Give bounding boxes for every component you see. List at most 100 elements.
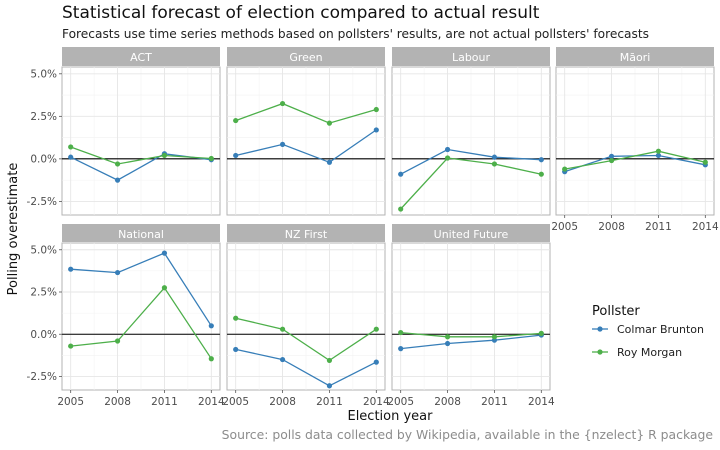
x-tick-label: 2008 — [434, 396, 461, 408]
panel-label-green: Green — [289, 51, 322, 64]
data-point-nz-first-colmar-brunton — [326, 383, 333, 389]
series-line-nz-first-roy-morgan — [235, 317, 377, 362]
panel-strip-labour — [392, 47, 550, 66]
y-axis-title: Polling overestimate — [6, 163, 21, 296]
x-tick-label: 2014 — [528, 396, 555, 408]
data-point-united-future-roy-morgan — [444, 334, 451, 340]
data-point-green-roy-morgan — [279, 100, 286, 107]
data-point-act-roy-morgan — [161, 152, 168, 159]
x-tick-label: 2014 — [198, 396, 225, 408]
data-point-nz-first-colmar-brunton — [279, 356, 286, 363]
series-line-united-future-colmar-brunton — [400, 334, 542, 350]
x-tick-label: 2005 — [222, 396, 249, 408]
data-point-act-colmar-brunton — [68, 154, 74, 160]
x-tick-label: 2011 — [481, 396, 508, 408]
x-tick-label: 2011 — [316, 396, 343, 408]
x-tick-label: 2005 — [551, 221, 578, 233]
y-tick-label: 5.0% — [30, 68, 57, 80]
data-point-nz-first-roy-morgan — [233, 315, 239, 321]
data-point-act-roy-morgan — [208, 155, 214, 162]
legend-key-point — [597, 349, 603, 355]
y-tick-label: -2.5% — [27, 371, 57, 383]
series-line-labour-colmar-brunton — [400, 148, 542, 175]
data-point-national-roy-morgan — [208, 356, 214, 362]
data-point-m-ori-roy-morgan — [655, 148, 662, 154]
data-point-labour-colmar-brunton — [398, 171, 404, 177]
y-tick-label: 2.5% — [30, 287, 57, 299]
data-point-national-colmar-brunton — [208, 323, 214, 329]
legend-entry-roy-morgan: Roy Morgan — [617, 346, 682, 359]
legend-title: Pollster — [592, 304, 640, 319]
data-point-labour-roy-morgan — [398, 206, 404, 212]
data-point-labour-colmar-brunton — [538, 157, 544, 163]
data-point-m-ori-roy-morgan — [702, 159, 708, 165]
data-point-labour-roy-morgan — [444, 155, 451, 161]
panel-strip-green — [227, 47, 385, 66]
series-line-green-colmar-brunton — [235, 129, 377, 164]
chart-title: Statistical forecast of election compare… — [62, 3, 540, 23]
x-tick-label: 2008 — [104, 396, 131, 408]
data-point-green-colmar-brunton — [326, 159, 333, 165]
y-tick-label: 0.0% — [30, 153, 57, 165]
panel-label-national: National — [118, 228, 164, 241]
data-point-national-roy-morgan — [68, 343, 74, 349]
data-point-nz-first-roy-morgan — [326, 357, 333, 364]
y-tick-label: 2.5% — [30, 111, 57, 123]
data-point-united-future-colmar-brunton — [444, 340, 451, 347]
series-line-act-roy-morgan — [70, 146, 212, 165]
panel-label-m-ori: Māori — [620, 51, 651, 64]
panel-strip-national — [62, 224, 220, 242]
data-point-labour-colmar-brunton — [444, 146, 451, 153]
data-point-national-colmar-brunton — [114, 269, 121, 276]
data-point-act-roy-morgan — [68, 144, 74, 150]
data-point-labour-roy-morgan — [538, 171, 544, 177]
chart-caption: Source: polls data collected by Wikipedi… — [221, 427, 713, 442]
series-line-national-roy-morgan — [70, 286, 212, 360]
x-tick-label: 2008 — [269, 396, 296, 408]
x-tick-label: 2014 — [363, 396, 390, 408]
data-point-nz-first-roy-morgan — [373, 326, 379, 332]
data-point-act-colmar-brunton — [114, 177, 121, 183]
series-line-national-colmar-brunton — [70, 252, 212, 327]
x-axis-title: Election year — [347, 409, 433, 424]
data-point-national-roy-morgan — [114, 338, 121, 344]
data-point-nz-first-roy-morgan — [279, 326, 286, 332]
series-line-labour-roy-morgan — [400, 157, 542, 210]
data-point-labour-colmar-brunton — [491, 154, 498, 160]
series-line-m-ori-roy-morgan — [564, 150, 706, 170]
x-tick-label: 2014 — [692, 221, 719, 233]
data-point-act-roy-morgan — [114, 161, 121, 167]
data-point-m-ori-roy-morgan — [608, 157, 615, 164]
data-point-green-roy-morgan — [233, 117, 239, 124]
y-tick-label: -2.5% — [27, 196, 57, 208]
data-point-nz-first-colmar-brunton — [373, 359, 379, 365]
data-point-green-colmar-brunton — [373, 127, 379, 133]
series-line-green-roy-morgan — [235, 102, 377, 124]
panel-strip-act — [62, 47, 220, 66]
data-point-national-colmar-brunton — [161, 250, 168, 256]
panel-label-nz-first: NZ First — [285, 228, 328, 241]
data-point-national-roy-morgan — [161, 285, 168, 291]
data-point-green-roy-morgan — [373, 106, 379, 113]
data-point-green-colmar-brunton — [233, 152, 239, 159]
y-tick-label: 5.0% — [30, 244, 57, 256]
series-line-united-future-roy-morgan — [400, 331, 542, 338]
panel-strip-nz-first — [227, 224, 385, 242]
data-point-m-ori-colmar-brunton — [655, 152, 662, 159]
data-point-green-roy-morgan — [326, 120, 333, 126]
data-point-united-future-colmar-brunton — [398, 346, 404, 352]
panel-label-labour: Labour — [452, 51, 491, 64]
series-line-nz-first-colmar-brunton — [235, 348, 377, 387]
data-point-united-future-roy-morgan — [398, 329, 404, 336]
data-point-national-colmar-brunton — [68, 266, 74, 272]
data-point-nz-first-colmar-brunton — [233, 346, 239, 353]
data-point-m-ori-roy-morgan — [562, 166, 568, 172]
x-tick-label: 2011 — [151, 396, 178, 408]
y-tick-label: 0.0% — [30, 329, 57, 341]
legend-entry-colmar-brunton: Colmar Brunton — [617, 323, 704, 336]
chart-subtitle: Forecasts use time series methods based … — [62, 27, 650, 41]
x-tick-label: 2005 — [57, 396, 84, 408]
data-point-united-future-roy-morgan — [538, 330, 544, 336]
panel-label-united-future: United Future — [434, 228, 509, 241]
